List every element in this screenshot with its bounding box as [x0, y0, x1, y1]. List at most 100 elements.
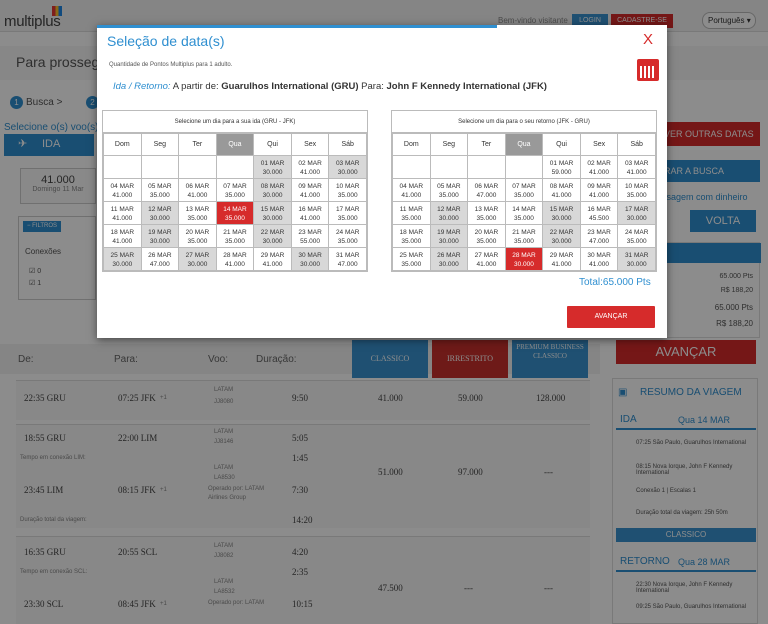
- filters-button[interactable]: − FILTROS: [23, 221, 61, 232]
- flight-dep: 16:35 GRU: [24, 547, 66, 557]
- price-irrestrito[interactable]: 59.000: [458, 393, 483, 403]
- col-irrestrito[interactable]: IRRESTRITO: [432, 340, 508, 378]
- calendar-day[interactable]: 24 MAR 35.000: [328, 224, 367, 248]
- calendar-day[interactable]: 28 MAR 41.000: [215, 247, 255, 271]
- calendar-day[interactable]: 26 MAR 30.000: [429, 247, 469, 271]
- calendar-day-selected[interactable]: 14 MAR 35.000: [215, 201, 255, 225]
- summary-ida-label: IDA: [620, 414, 637, 425]
- date-card[interactable]: 41.000 Domingo 11 Mar: [20, 168, 96, 204]
- calendar-day[interactable]: 25 MAR 35.000: [392, 247, 431, 271]
- calendar-day[interactable]: 05 MAR 35.000: [140, 178, 180, 202]
- price-premium[interactable]: ---: [544, 467, 553, 477]
- calendar-day[interactable]: 31 MAR 47.000: [328, 247, 367, 271]
- calendar-icon: [637, 59, 659, 81]
- volta-button[interactable]: VOLTA: [690, 210, 756, 232]
- calendar-day[interactable]: 10 MAR 35.000: [328, 178, 367, 202]
- col-classico[interactable]: CLASSICO: [352, 340, 428, 378]
- signup-button[interactable]: CADASTRE-SE: [611, 14, 673, 28]
- calendar-day[interactable]: 17 MAR 35.000: [328, 201, 367, 225]
- calendar-day[interactable]: 21 MAR 35.000: [504, 224, 544, 248]
- col-duracao: Duração:: [256, 354, 297, 365]
- cash-link[interactable]: ssagem com dinheiro: [662, 192, 748, 202]
- calendar-day[interactable]: 19 MAR 30.000: [429, 224, 469, 248]
- price-irrestrito[interactable]: 97.000: [458, 467, 483, 477]
- ida-tab[interactable]: ✈ IDA: [4, 134, 94, 156]
- calendar-day[interactable]: 20 MAR 35.000: [178, 224, 217, 248]
- calendar-day[interactable]: 25 MAR 30.000: [103, 247, 142, 271]
- flight-row[interactable]: 22:35 GRU 07:25 JFK +1 LATAM JJ8080 9:50…: [16, 380, 590, 420]
- calendar-day[interactable]: 10 MAR 35.000: [617, 178, 656, 202]
- calendar-day[interactable]: 21 MAR 35.000: [215, 224, 255, 248]
- summary-retorno-label: RETORNO: [620, 556, 670, 567]
- calendar-day[interactable]: 24 MAR 35.000: [617, 224, 656, 248]
- day-date: 05 MAR: [437, 182, 461, 190]
- calendar-day[interactable]: 04 MAR 41.000: [392, 178, 431, 202]
- calendar-day[interactable]: 30 MAR 30.000: [290, 247, 330, 271]
- calendar-day[interactable]: 14 MAR 35.000: [504, 201, 544, 225]
- calendar-day[interactable]: 08 MAR 41.000: [542, 178, 581, 202]
- calendar-day[interactable]: 12 MAR 30.000: [429, 201, 469, 225]
- flight-row[interactable]: 16:35 GRU 20:55 SCL LATAM JJ8082 4:20 Te…: [16, 536, 590, 624]
- price-premium[interactable]: ---: [544, 583, 553, 593]
- calendar-day[interactable]: 04 MAR 41.000: [103, 178, 142, 202]
- calendar-day[interactable]: 09 MAR 41.000: [290, 178, 330, 202]
- filter-option-0[interactable]: ☑ 0: [29, 268, 42, 275]
- calendar-day[interactable]: 03 MAR 41.000: [617, 155, 656, 179]
- language-select[interactable]: Português ▾: [702, 12, 756, 29]
- advance-button-page[interactable]: AVANÇAR: [616, 340, 756, 364]
- calendar-day[interactable]: 17 MAR 30.000: [617, 201, 656, 225]
- calendar-day[interactable]: 23 MAR 55.000: [290, 224, 330, 248]
- advance-button[interactable]: AVANÇAR: [567, 306, 655, 328]
- calendar-day[interactable]: 03 MAR 30.000: [328, 155, 367, 179]
- calendar-day[interactable]: 29 MAR 41.000: [542, 247, 581, 271]
- price-classico[interactable]: 51.000: [378, 467, 403, 477]
- calendar-day[interactable]: 05 MAR 35.000: [429, 178, 469, 202]
- calendar-day[interactable]: 13 MAR 35.000: [467, 201, 506, 225]
- calendar-day[interactable]: 15 MAR 30.000: [542, 201, 581, 225]
- calendar-day[interactable]: 12 MAR 30.000: [140, 201, 180, 225]
- calendar-day[interactable]: 11 MAR 41.000: [103, 201, 142, 225]
- calendar-day[interactable]: 19 MAR 30.000: [140, 224, 180, 248]
- other-dates-button[interactable]: VER OUTRAS DATAS: [662, 122, 760, 146]
- calendar-day[interactable]: 23 MAR 47.000: [579, 224, 619, 248]
- calendar-day[interactable]: 13 MAR 35.000: [178, 201, 217, 225]
- login-button[interactable]: LOGIN: [572, 14, 608, 28]
- flight-row[interactable]: 18:55 GRU 22:00 LIM LATAM JJ8146 5:05 Te…: [16, 424, 590, 528]
- calendar-day[interactable]: 22 MAR 30.000: [542, 224, 581, 248]
- calendar-day[interactable]: 06 MAR 41.000: [178, 178, 217, 202]
- calendar-day[interactable]: 11 MAR 35.000: [392, 201, 431, 225]
- price-classico[interactable]: 47.500: [378, 583, 403, 593]
- calendar-day[interactable]: 16 MAR 45.500: [579, 201, 619, 225]
- price-premium[interactable]: 128.000: [536, 393, 566, 403]
- calendar-day[interactable]: 02 MAR 41.000: [290, 155, 330, 179]
- calendar-day-selected[interactable]: 28 MAR 30.000: [504, 247, 544, 271]
- calendar-day[interactable]: 15 MAR 30.000: [253, 201, 292, 225]
- price-irrestrito[interactable]: ---: [464, 583, 473, 593]
- col-premium[interactable]: PREMIUM BUSINESS CLASSICO: [512, 340, 588, 378]
- calendar-day[interactable]: 16 MAR 41.000: [290, 201, 330, 225]
- calendar-day[interactable]: 01 MAR 59.000: [542, 155, 581, 179]
- calendar-day[interactable]: 18 MAR 41.000: [103, 224, 142, 248]
- calendar-day[interactable]: 26 MAR 47.000: [140, 247, 180, 271]
- filter-option-1[interactable]: ☑ 1: [29, 280, 42, 287]
- price-classico[interactable]: 41.000: [378, 393, 403, 403]
- calendar-day[interactable]: 01 MAR 30.000: [253, 155, 292, 179]
- calendar-day[interactable]: 06 MAR 47.000: [467, 178, 506, 202]
- calendar-day[interactable]: 07 MAR 35.000: [504, 178, 544, 202]
- close-icon[interactable]: X: [643, 31, 654, 48]
- return-days: 01 MAR 59.000 02 MAR 41.000 03 MAR 41.000 04 M…: [392, 155, 656, 271]
- calendar-day[interactable]: 30 MAR 41.000: [579, 247, 619, 271]
- calendar-day[interactable]: 22 MAR 30.000: [253, 224, 292, 248]
- calendar-day[interactable]: 27 MAR 41.000: [467, 247, 506, 271]
- calendar-day[interactable]: 02 MAR 41.000: [579, 155, 619, 179]
- flight-dep: 23:30 SCL: [24, 599, 64, 609]
- calendar-day[interactable]: 09 MAR 41.000: [579, 178, 619, 202]
- calendar-day[interactable]: 18 MAR 35.000: [392, 224, 431, 248]
- change-search-button[interactable]: RAR A BUSCA: [662, 160, 760, 182]
- calendar-day[interactable]: 08 MAR 30.000: [253, 178, 292, 202]
- calendar-day[interactable]: 27 MAR 30.000: [178, 247, 217, 271]
- calendar-day[interactable]: 20 MAR 35.000: [467, 224, 506, 248]
- calendar-day[interactable]: 31 MAR 30.000: [617, 247, 656, 271]
- calendar-day[interactable]: 29 MAR 41.000: [253, 247, 292, 271]
- calendar-day[interactable]: 07 MAR 35.000: [215, 178, 255, 202]
